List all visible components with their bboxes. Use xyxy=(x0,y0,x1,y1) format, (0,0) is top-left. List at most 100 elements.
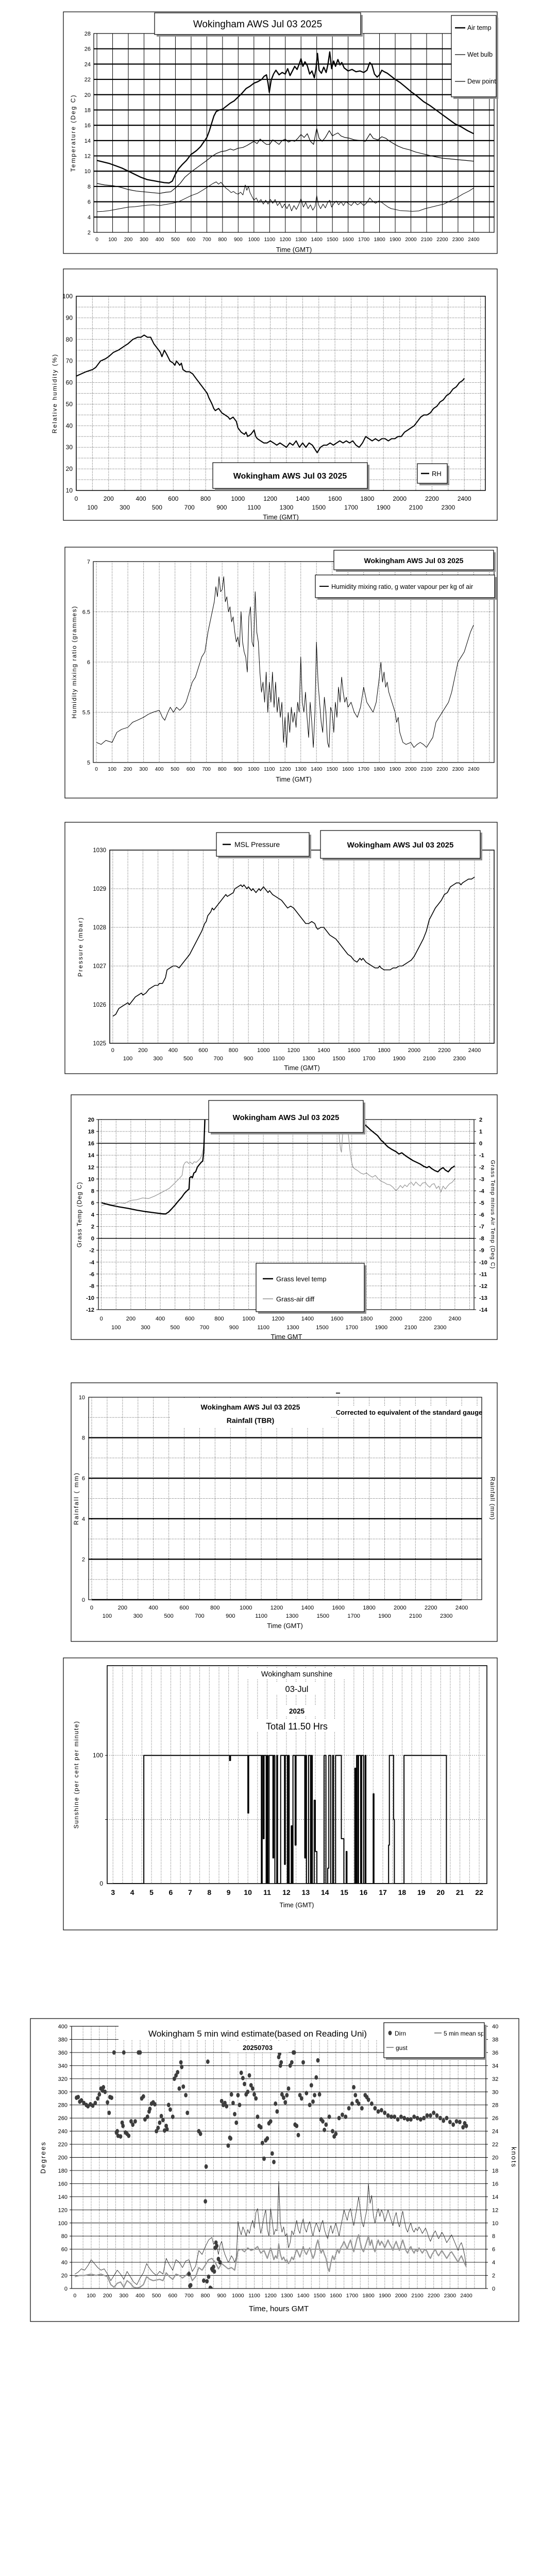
tick-label: 500 xyxy=(170,1325,179,1331)
tick-label: 4 xyxy=(130,1888,134,1896)
chart-mixing-ratio: 7 6.5 6 5.5 50 100 200 300 400 500 600 700 800 900 100… xyxy=(64,547,498,799)
title-line-3: 2025 xyxy=(289,1707,305,1715)
tick-label: 1100 xyxy=(264,237,276,243)
tick-label: 2200 xyxy=(436,237,448,243)
tick-label: 100 xyxy=(87,2293,96,2299)
tick-label: 1600 xyxy=(342,767,354,772)
tick-label: 1900 xyxy=(393,1056,405,1062)
tick-label: 0 xyxy=(111,1047,114,1054)
tick-label: 1400 xyxy=(311,767,323,772)
tick-label: 1027 xyxy=(93,963,106,970)
tick-label: 20 xyxy=(61,2273,67,2279)
tick-label: 400 xyxy=(58,2024,67,2030)
tick-label: 26 xyxy=(84,46,91,53)
tick-label: 300 xyxy=(140,237,148,243)
tick-label: 8 xyxy=(82,1435,85,1442)
tick-label: 1300 xyxy=(286,1325,299,1331)
tick-label: 2100 xyxy=(409,1613,421,1619)
tick-label: 1700 xyxy=(347,1613,360,1619)
tick-label: 500 xyxy=(164,1613,173,1619)
tick-label: 200 xyxy=(124,767,132,772)
tick-label: 700 xyxy=(184,2293,194,2299)
tick-label: 8 xyxy=(207,1888,211,1896)
tick-label: -9 xyxy=(479,1248,484,1254)
tick-label: 13 xyxy=(302,1888,310,1896)
tick-label: 1900 xyxy=(375,1325,387,1331)
tick-label: 36 xyxy=(492,2050,498,2056)
tick-label: 2300 xyxy=(444,2293,457,2299)
tick-label: 20 xyxy=(88,1117,94,1123)
tick-label: 1700 xyxy=(345,1325,358,1331)
tick-label: 16 xyxy=(492,2181,498,2187)
tick-label: 100 xyxy=(108,767,116,772)
tick-label: 1600 xyxy=(342,237,354,243)
tick-label: 0 xyxy=(95,767,98,772)
tick-label: 900 xyxy=(226,1613,235,1619)
tick-label: 100 xyxy=(58,2221,67,2227)
tick-label: 32 xyxy=(492,2076,498,2082)
tick-label: 100 xyxy=(123,1056,132,1062)
chart-title: Wokingham AWS Jul 03 2025 xyxy=(347,841,454,850)
tick-label: 400 xyxy=(168,1047,178,1054)
legend-mean-speed: 5 min mean sp xyxy=(444,2030,484,2037)
mean-speed-line xyxy=(75,2234,467,2289)
tick-label: 1500 xyxy=(327,767,339,772)
tick-label: -6 xyxy=(479,1212,484,1218)
tick-label: 1300 xyxy=(286,1613,298,1619)
tick-label: 2200 xyxy=(436,767,448,772)
legend-grass-air-diff: Grass-air diff xyxy=(276,1295,315,1303)
tick-label: 2400 xyxy=(449,1316,461,1322)
tick-label: 14 xyxy=(88,1153,95,1159)
tick-label: 2400 xyxy=(458,495,471,502)
tick-label: 24 xyxy=(84,61,91,67)
pressure-line xyxy=(112,876,475,1017)
tick-label: 1900 xyxy=(390,237,401,243)
tick-label: 2 xyxy=(91,1224,94,1230)
tick-label: 320 xyxy=(58,2076,67,2082)
dew-point-line xyxy=(97,181,474,212)
tick-label: 18 xyxy=(398,1888,407,1896)
x-axis-title: Time (GMT) xyxy=(263,513,299,521)
tick-label: 18 xyxy=(88,1129,94,1135)
tick-label: 200 xyxy=(118,1605,127,1611)
tick-label: 50 xyxy=(66,400,73,408)
tick-label: -7 xyxy=(479,1224,484,1230)
tick-label: 1900 xyxy=(390,767,401,772)
tick-label: 5.5 xyxy=(82,710,90,716)
tick-label: 600 xyxy=(179,1605,189,1611)
tick-label: 1000 xyxy=(248,237,260,243)
tick-label: 200 xyxy=(104,495,114,502)
tick-label: 300 xyxy=(120,2293,129,2299)
mixing-ratio-line xyxy=(96,576,474,748)
tick-label: 90 xyxy=(66,314,73,321)
tick-label: 2100 xyxy=(409,504,423,511)
tick-label: 1000 xyxy=(257,1047,269,1054)
tick-label: 14 xyxy=(492,2194,498,2200)
tick-label: 1700 xyxy=(358,237,370,243)
tick-label: 8 xyxy=(88,184,91,190)
tick-label: 3 xyxy=(111,1888,115,1896)
tick-label: 2200 xyxy=(425,1605,437,1611)
tick-label: 100 xyxy=(108,237,117,243)
tick-label: 1200 xyxy=(280,237,292,243)
grass-air-diff-line xyxy=(101,1120,455,1206)
tick-label: 700 xyxy=(184,504,195,511)
tick-label: 200 xyxy=(103,2293,112,2299)
tick-label: 1200 xyxy=(270,1605,283,1611)
tick-label: 11 xyxy=(263,1888,271,1896)
tick-label: 24 xyxy=(492,2129,498,2135)
tick-label: 1500 xyxy=(313,2293,326,2299)
tick-label: 7 xyxy=(188,1888,192,1896)
tick-label: 34 xyxy=(492,2063,498,2069)
tick-label: 260 xyxy=(58,2115,67,2122)
tick-label: 900 xyxy=(233,767,242,772)
tick-label: 2000 xyxy=(405,237,417,243)
legend-dirn: Dirn xyxy=(395,2030,406,2037)
tick-label: -12 xyxy=(479,1283,487,1290)
tick-label: 6 xyxy=(91,1200,94,1206)
tick-label: 1800 xyxy=(374,237,385,243)
tick-label: -8 xyxy=(89,1283,94,1290)
y-axis-title: Sunshine (per cent per minute) xyxy=(73,1721,80,1829)
